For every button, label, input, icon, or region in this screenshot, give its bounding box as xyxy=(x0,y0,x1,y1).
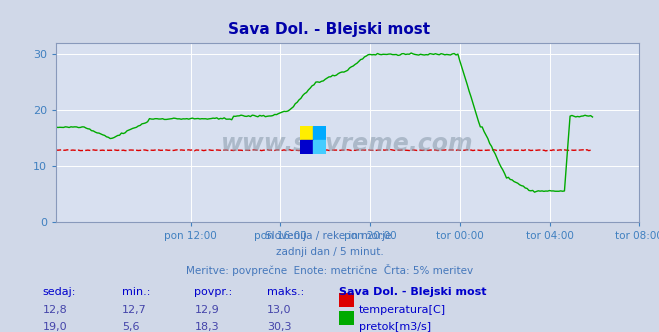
Text: Sava Dol. - Blejski most: Sava Dol. - Blejski most xyxy=(339,287,487,297)
Text: 13,0: 13,0 xyxy=(267,305,291,315)
Text: 19,0: 19,0 xyxy=(43,322,67,332)
Text: pretok[m3/s]: pretok[m3/s] xyxy=(359,322,431,332)
Text: min.:: min.: xyxy=(122,287,150,297)
Text: 12,7: 12,7 xyxy=(122,305,147,315)
Text: 12,9: 12,9 xyxy=(194,305,219,315)
Text: temperatura[C]: temperatura[C] xyxy=(359,305,446,315)
Text: www.si-vreme.com: www.si-vreme.com xyxy=(221,131,474,156)
Text: sedaj:: sedaj: xyxy=(43,287,76,297)
Bar xyxy=(300,140,313,154)
Bar xyxy=(313,126,326,140)
Text: 5,6: 5,6 xyxy=(122,322,140,332)
Text: Slovenija / reke in morje.: Slovenija / reke in morje. xyxy=(264,231,395,241)
Text: zadnji dan / 5 minut.: zadnji dan / 5 minut. xyxy=(275,247,384,257)
Bar xyxy=(313,140,326,154)
Text: Meritve: povprečne  Enote: metrične  Črta: 5% meritev: Meritve: povprečne Enote: metrične Črta:… xyxy=(186,264,473,276)
Text: povpr.:: povpr.: xyxy=(194,287,233,297)
Text: 30,3: 30,3 xyxy=(267,322,291,332)
Text: maks.:: maks.: xyxy=(267,287,304,297)
Text: 18,3: 18,3 xyxy=(194,322,219,332)
Text: 12,8: 12,8 xyxy=(43,305,68,315)
Bar xyxy=(300,126,313,140)
Text: Sava Dol. - Blejski most: Sava Dol. - Blejski most xyxy=(229,22,430,37)
